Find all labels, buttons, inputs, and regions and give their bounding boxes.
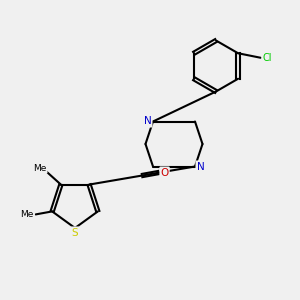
Text: N: N [196, 161, 204, 172]
Text: Me: Me [21, 210, 34, 219]
Text: S: S [72, 227, 78, 238]
Text: O: O [160, 167, 169, 178]
Text: Cl: Cl [262, 53, 272, 63]
Text: Me: Me [33, 164, 46, 172]
Text: N: N [144, 116, 152, 127]
